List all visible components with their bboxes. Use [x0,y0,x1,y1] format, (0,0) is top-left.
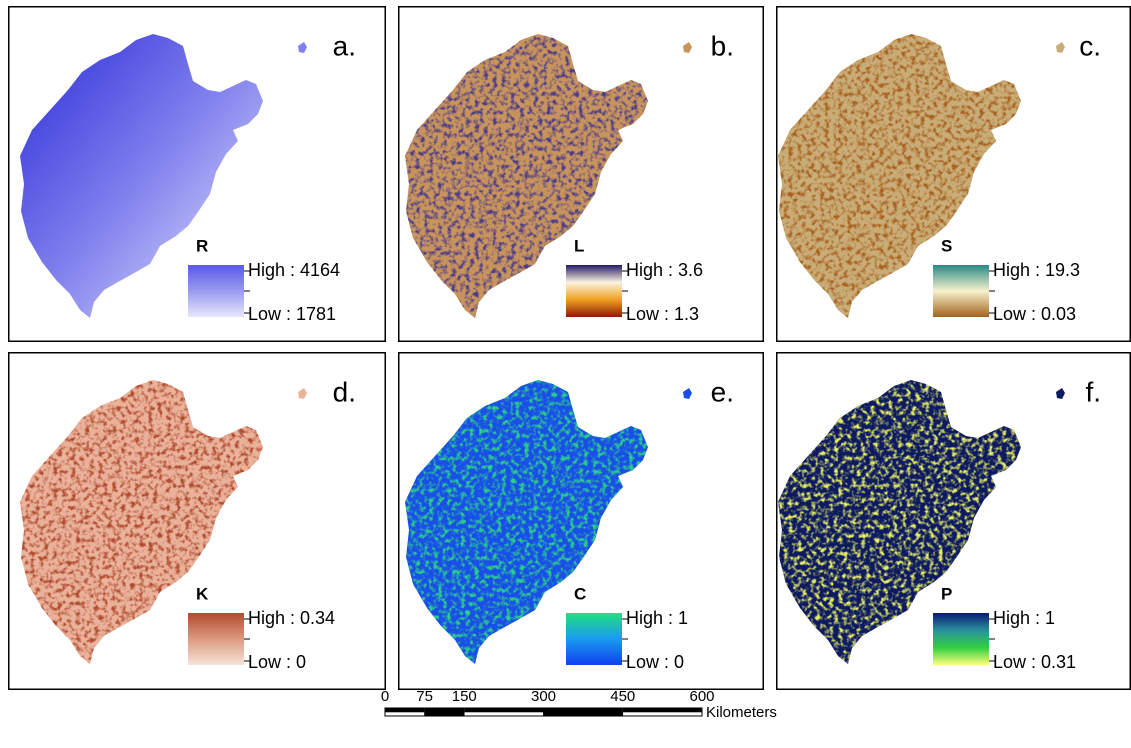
panel-label: a. [333,30,356,61]
province-map [20,380,307,664]
legend-high: High : 19.3 [993,260,1080,280]
scale-tick-label: 0 [381,688,389,705]
scale-bar-frame [384,707,703,717]
islet [298,42,307,53]
panel-label: e. [711,376,734,407]
legend-high: High : 4164 [248,260,340,280]
province-map [778,380,1065,664]
legend-low: Low : 0.31 [993,652,1076,672]
province-texture [405,380,648,664]
scale-segment [622,711,703,717]
islet [298,388,307,399]
legend-title: C [574,584,586,603]
legend-low: Low : 0 [248,652,306,672]
scale-segment [543,708,623,712]
islet [1056,42,1065,53]
legend-ramp [566,265,622,317]
map-panel: f. P High : 1 Low : 0.31 [776,352,1131,690]
legend-title: R [196,236,208,255]
scale-tick-label: 75 [416,688,433,705]
scale-segment [543,711,624,717]
province-texture [405,34,648,318]
scale-segment [424,711,465,717]
province-map [405,380,692,664]
legend-high: High : 0.34 [248,608,335,628]
scale-segment [463,711,544,717]
panel-label: c. [1079,30,1101,61]
legend-high: High : 3.6 [626,260,703,280]
panel-label: b. [711,30,734,61]
map-panel: e. C High : 1 Low : 0 [398,352,764,690]
islet [683,388,692,399]
islet [1056,388,1065,399]
province-map [778,34,1065,318]
legend-title: S [941,236,952,255]
legend-low: Low : 0.03 [993,304,1076,324]
province-shape [20,34,263,318]
map-panel: d. K High : 0.34 Low : 0 [8,352,386,690]
legend-title: K [196,584,209,603]
scale-tick-label: 300 [531,688,556,705]
map-panel: c. S High : 19.3 Low : 0.03 [776,6,1131,342]
legend-title: P [941,584,952,603]
scale-tick-label: 450 [610,688,635,705]
legend-low: Low : 0 [626,652,684,672]
province-texture [778,34,1021,318]
panel-label: d. [333,376,356,407]
legend-ramp [566,613,622,665]
scale-segment [384,711,425,717]
province-map [20,34,307,318]
legend-ramp [933,613,989,665]
legend-ramp [188,265,244,317]
province-texture [778,380,1021,664]
scale-segment [385,708,425,712]
legend-title: L [574,236,584,255]
scale-tick-label: 150 [452,688,477,705]
legend-high: High : 1 [626,608,688,628]
scale-unit: Kilometers [706,704,777,721]
legend-high: High : 1 [993,608,1055,628]
province-texture [20,380,263,664]
scale-segment [424,708,465,712]
legend-low: Low : 1781 [248,304,336,324]
scale-tick-label: 600 [689,688,714,705]
map-panel: b. L High : 3.6 Low : 1.3 [398,6,764,342]
legend-low: Low : 1.3 [626,304,699,324]
islet [683,42,692,53]
scale-segment [622,708,702,712]
legend-ramp [933,265,989,317]
legend-ramp [188,613,244,665]
scale-segment [464,708,544,712]
province-map [405,34,692,318]
panel-label: f. [1085,376,1101,407]
map-panel: a. R High : 4164 Low : 1781 [8,6,386,342]
